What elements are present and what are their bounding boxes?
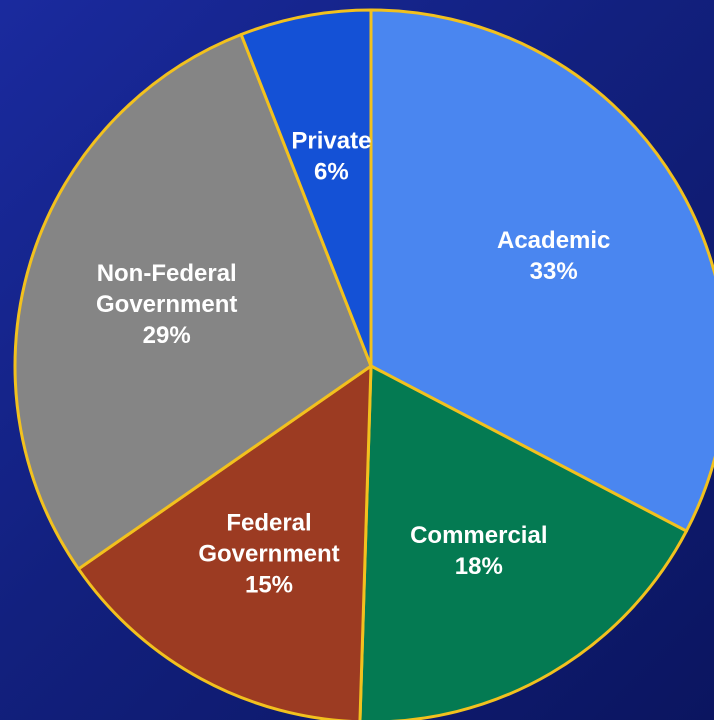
- pie-slice-academic: [369, 8, 714, 533]
- slice-label-commercial: Commercial 18%: [410, 522, 547, 580]
- pie-slice-non-federal-government: [13, 33, 373, 571]
- slice-label-private: Private 6%: [291, 128, 371, 186]
- pie-slices: [13, 8, 714, 720]
- slice-label-academic: Academic 33%: [497, 227, 610, 285]
- slice-label-non-federal-government: Non-Federal Government 29%: [96, 260, 237, 349]
- pie-slice-private: [239, 8, 373, 368]
- slice-label-federal-government: Federal Government 15%: [198, 510, 339, 599]
- pie-slice-federal-government: [77, 364, 373, 720]
- pie-labels: Academic 33% Commercial 18% Federal Governmen…: [96, 128, 610, 599]
- pie-slice-commercial: [358, 364, 688, 720]
